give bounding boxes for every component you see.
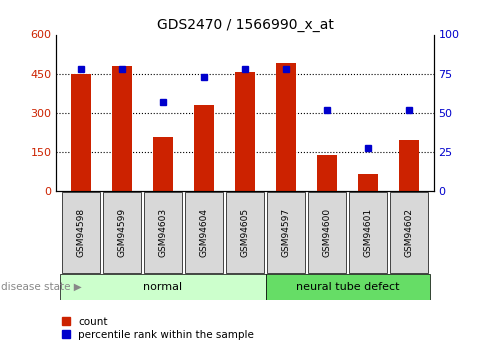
Text: neural tube defect: neural tube defect — [296, 282, 399, 292]
Bar — [267, 192, 305, 274]
Bar — [60, 274, 266, 300]
Text: GSM94603: GSM94603 — [158, 208, 168, 257]
Bar — [226, 192, 264, 274]
Text: GSM94601: GSM94601 — [364, 208, 372, 257]
Text: disease state ▶: disease state ▶ — [1, 282, 82, 292]
Bar — [144, 192, 182, 274]
Bar — [358, 175, 378, 191]
Bar — [276, 63, 296, 191]
Bar — [235, 72, 255, 191]
Bar — [349, 192, 387, 274]
Bar — [390, 192, 428, 274]
Bar — [103, 192, 141, 274]
Bar — [153, 137, 173, 191]
Text: GSM94598: GSM94598 — [76, 208, 85, 257]
Legend: count, percentile rank within the sample: count, percentile rank within the sample — [62, 317, 254, 340]
Bar — [112, 66, 132, 191]
Text: GSM94599: GSM94599 — [118, 208, 126, 257]
Text: normal: normal — [144, 282, 183, 292]
Text: GSM94600: GSM94600 — [322, 208, 332, 257]
Text: GSM94605: GSM94605 — [241, 208, 249, 257]
Bar — [399, 140, 419, 191]
Bar — [194, 105, 214, 191]
Text: GSM94602: GSM94602 — [405, 208, 414, 257]
Bar — [62, 192, 100, 274]
Text: GSM94597: GSM94597 — [282, 208, 291, 257]
Bar — [308, 192, 346, 274]
Title: GDS2470 / 1566990_x_at: GDS2470 / 1566990_x_at — [157, 18, 333, 32]
Bar — [71, 74, 91, 191]
Bar — [317, 155, 337, 191]
Bar — [185, 192, 223, 274]
Bar — [266, 274, 430, 300]
Text: GSM94604: GSM94604 — [199, 208, 208, 257]
